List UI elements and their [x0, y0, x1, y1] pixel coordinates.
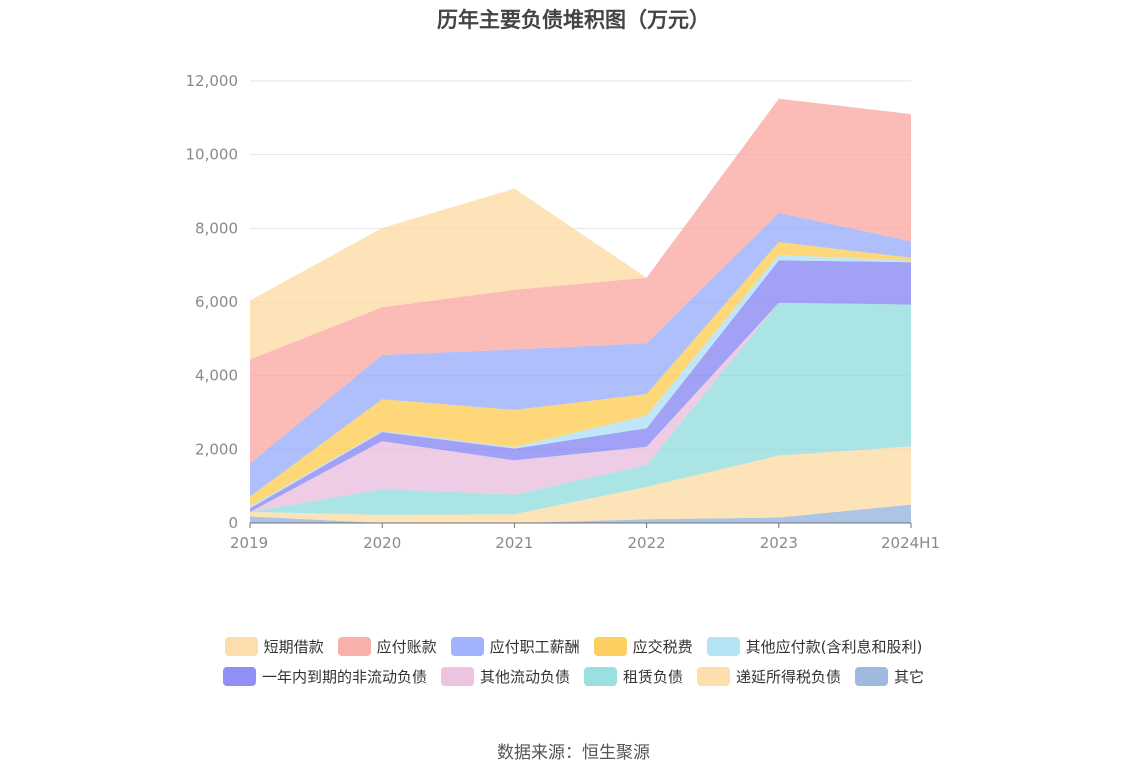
- y-tick-label: 6,000: [195, 293, 238, 311]
- legend-swatch: [224, 637, 258, 656]
- legend-label: 租赁负债: [622, 668, 683, 686]
- y-tick-label: 0: [228, 514, 238, 532]
- source-note: 数据来源：恒生聚源: [497, 743, 650, 763]
- area-一年内到期的非流动负债: [250, 260, 911, 512]
- y-tick-label: 12,000: [186, 72, 239, 90]
- x-tick-label: 2020: [363, 534, 401, 552]
- legend-item[interactable]: 一年内到期的非流动负债: [222, 666, 427, 687]
- legend-row: 一年内到期的非流动负债 其他流动负债 租赁负债 递延所得税负债 其它: [0, 666, 1147, 687]
- legend-label: 一年内到期的非流动负债: [261, 668, 427, 686]
- area-其它: [250, 504, 911, 523]
- legend-label: 其他流动负债: [479, 668, 570, 686]
- axes: 0 2,000 4,000 6,000 8,000 10,000 12,000 2019 202…: [186, 72, 941, 552]
- area-短期借款: [250, 98, 911, 360]
- legend-item[interactable]: 其他流动负债: [440, 666, 570, 687]
- legend: 短期借款 应付账款 应付职工薪酬 应交税费 其他应付款(含利息和股利) 一年内到期的非流…: [0, 636, 1147, 696]
- legend-label: 应付账款: [376, 638, 437, 656]
- x-tick-label: 2021: [495, 534, 533, 552]
- legend-swatch: [706, 637, 740, 656]
- legend-swatch: [222, 667, 256, 686]
- area-series: [250, 98, 911, 523]
- legend-item[interactable]: 应付账款: [337, 636, 437, 657]
- legend-swatch: [697, 667, 730, 686]
- chart-title: 历年主要负债堆积图（万元）: [437, 8, 710, 32]
- y-tick-label: 10,000: [186, 146, 239, 164]
- legend-label: 其他应付款(含利息和股利): [745, 638, 923, 656]
- area-应付职工薪酬: [250, 212, 911, 497]
- legend-swatch: [593, 637, 627, 656]
- legend-swatch: [337, 637, 371, 656]
- legend-item[interactable]: 应付职工薪酬: [450, 636, 580, 657]
- legend-item[interactable]: 租赁负债: [583, 666, 683, 687]
- legend-swatch: [440, 667, 474, 686]
- legend-swatch: [450, 637, 484, 656]
- area-租赁负债: [250, 302, 911, 515]
- legend-item[interactable]: 短期借款: [224, 636, 324, 657]
- x-tick-label: 2024H1: [881, 534, 940, 552]
- legend-label: 递延所得税负债: [736, 668, 842, 686]
- area-递延所得税负债: [250, 446, 911, 523]
- legend-swatch: [855, 667, 889, 686]
- y-tick-label: 4,000: [195, 367, 238, 385]
- area-其他流动负债: [250, 302, 911, 512]
- legend-item[interactable]: 其它: [855, 666, 924, 687]
- y-tick-label: 8,000: [195, 219, 238, 237]
- legend-item[interactable]: 递延所得税负债: [697, 666, 841, 687]
- x-tick-label: 2022: [628, 534, 666, 552]
- legend-label: 短期借款: [263, 638, 324, 656]
- legend-label: 应交税费: [632, 638, 693, 656]
- chart-plot: 0 2,000 4,000 6,000 8,000 10,000 12,000 2019 202…: [186, 72, 941, 552]
- legend-row: 短期借款 应付账款 应付职工薪酬 应交税费 其他应付款(含利息和股利): [0, 636, 1147, 657]
- legend-swatch: [583, 667, 617, 686]
- legend-label: 应付职工薪酬: [489, 638, 580, 656]
- area-应付账款: [250, 98, 911, 464]
- legend-label: 其它: [894, 668, 925, 686]
- legend-item[interactable]: 应交税费: [593, 636, 693, 657]
- x-tick-label: 2023: [760, 534, 798, 552]
- legend-item[interactable]: 其他应付款(含利息和股利): [706, 636, 923, 657]
- y-tick-label: 2,000: [195, 440, 238, 458]
- x-tick-label: 2019: [230, 534, 268, 552]
